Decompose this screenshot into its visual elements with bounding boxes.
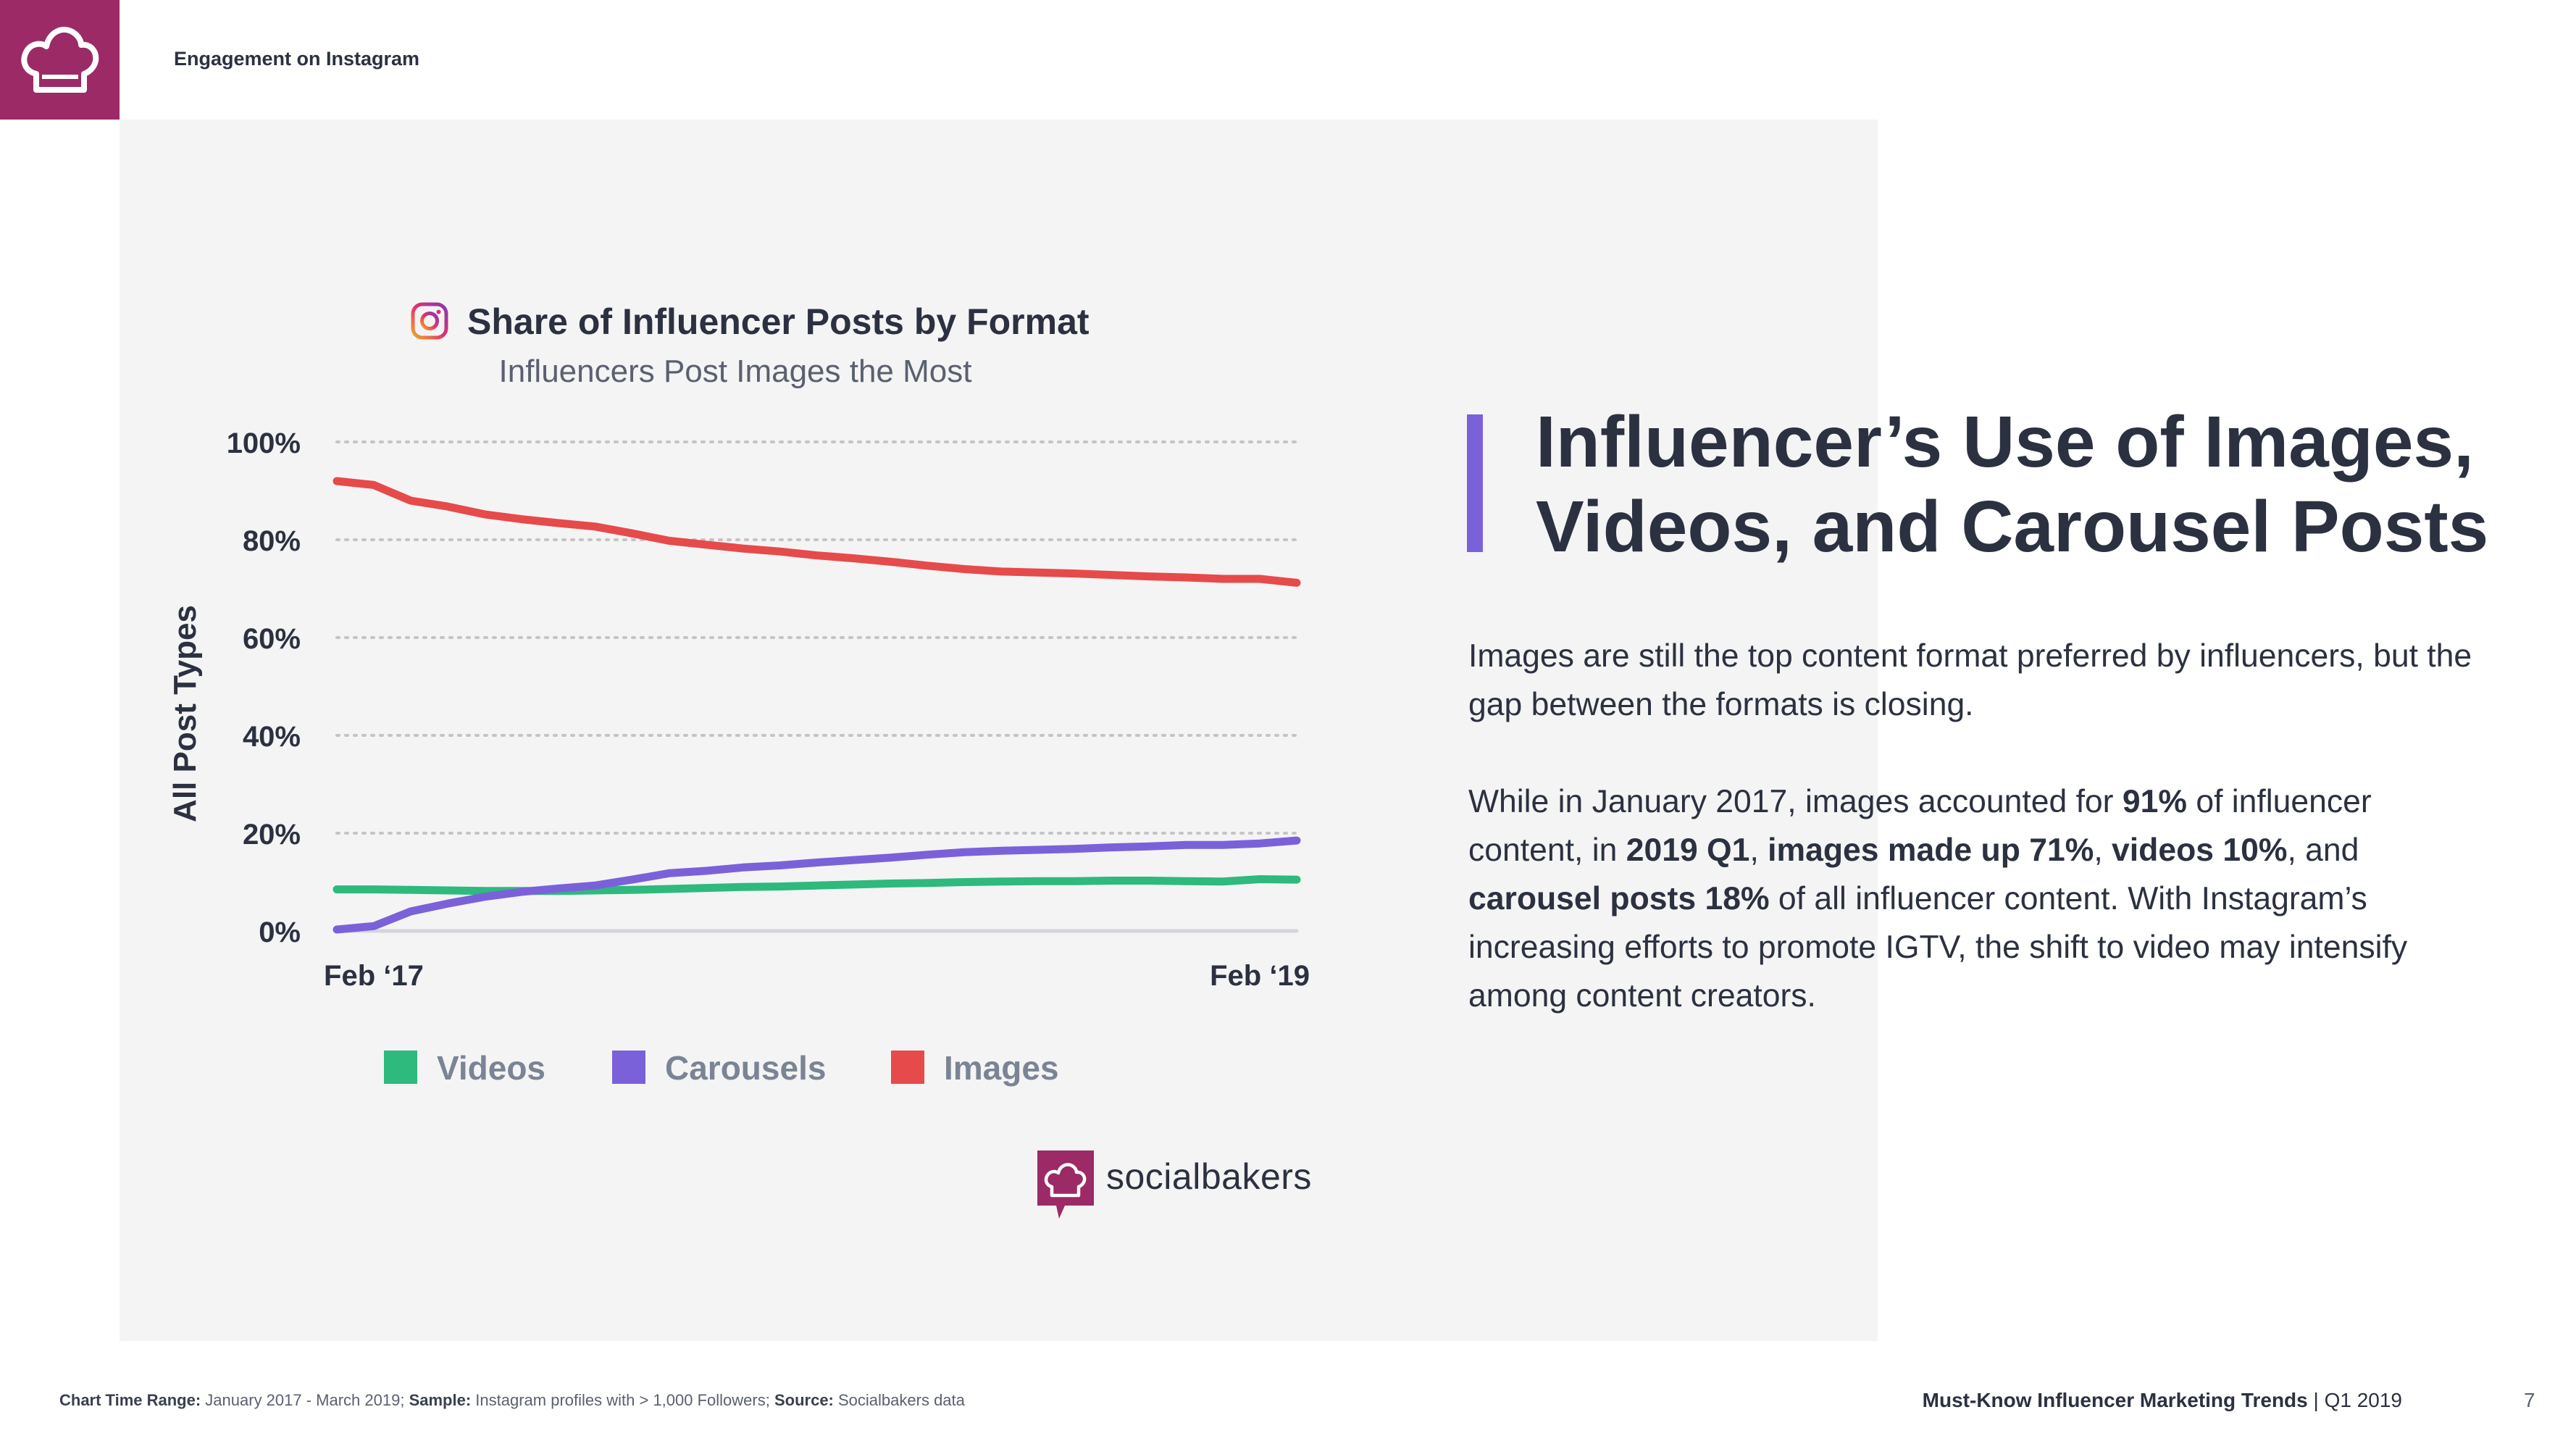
heading-line-1: Influencer’s Use of Images, [1536,401,2474,483]
insight-paragraph-2: While in January 2017, images accounted … [1468,784,2408,1014]
insight-body: Images are still the top content format … [1468,632,2483,1069]
section-title: Engagement on Instagram [174,48,420,70]
line-chart: Share of Influencer Posts by Format Infl… [167,301,1310,1087]
y-tick-label: 100% [227,427,301,459]
accent-bar [1467,414,1483,552]
report-title: Must-Know Influencer Marketing Trends | … [1922,1389,2402,1411]
legend-label-images: Images [944,1049,1059,1087]
y-tick-label: 40% [243,721,301,753]
insight-heading: Influencer’s Use of Images, Videos, and … [1536,400,2550,569]
legend-swatch-images [891,1051,924,1084]
chart-footnote: Chart Time Range: January 2017 - March 2… [59,1391,965,1409]
brand-logo [0,0,120,120]
y-tick-label: 0% [259,916,301,948]
chart-subtitle: Influencers Post Images the Most [499,354,972,389]
legend-label-carousels: Carousels [665,1049,826,1087]
x-tick-label: Feb ‘19 [1210,960,1310,992]
legend-label-videos: Videos [437,1049,545,1087]
y-tick-label: 20% [243,819,301,851]
legend-swatch-videos [384,1051,417,1084]
y-axis-label: All Post Types [167,605,203,822]
heading-line-2: Videos, and Carousel Posts [1536,486,2489,567]
instagram-icon [411,302,448,340]
page-number: 7 [2524,1389,2535,1411]
x-tick-label: Feb ‘17 [324,960,424,992]
brand-name: socialbakers [1106,1156,1312,1197]
legend-swatch-carousels [612,1051,645,1084]
chef-hat-icon [21,26,99,93]
series-line-images [333,477,1301,587]
socialbakers-logo-icon [1037,1151,1094,1219]
series-line-carousels [333,836,1301,934]
chart-panel: Share of Influencer Posts by Format Infl… [120,120,1878,1341]
series-line-videos [333,875,1301,895]
y-tick-label: 80% [243,525,301,557]
insight-paragraph-1: Images are still the top content format … [1468,638,2472,722]
y-tick-label: 60% [243,623,301,655]
chart-title: Share of Influencer Posts by Format [467,301,1090,342]
